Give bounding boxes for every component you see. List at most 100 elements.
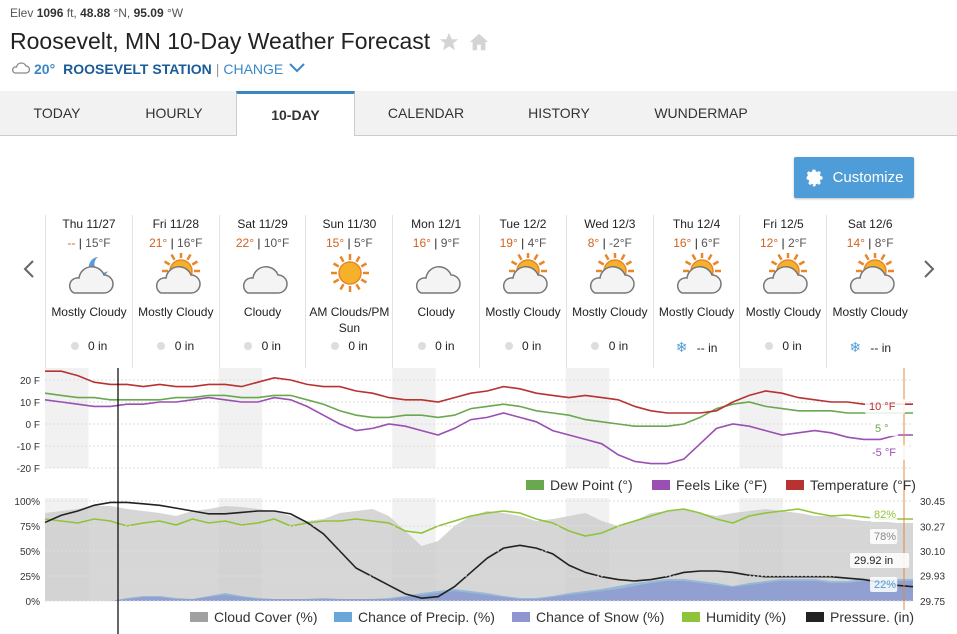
day-column[interactable]: Mon 12/1 16° | 9°F Cloudy 0 in (392, 215, 479, 368)
tab-bar: TODAY HOURLY 10-DAY CALENDAR HISTORY WUN… (0, 91, 957, 136)
precip-amount: 0 in (174, 339, 195, 353)
legend-label: Chance of Precip. (%) (358, 609, 495, 625)
day-hi-lo: 22° | 10°F (235, 236, 290, 250)
temperature-readout: 10 °F (865, 399, 905, 414)
day-precip: 0 in (133, 339, 219, 353)
legend-item[interactable]: Temperature (°F) (786, 477, 916, 493)
legend-label: Chance of Snow (%) (536, 609, 665, 625)
day-high: -- (67, 236, 76, 250)
day-condition: Mostly Cloudy (51, 305, 127, 319)
feels-like-readout: -5 °F (868, 445, 908, 460)
day-hi-lo: 14° | 8°F (846, 236, 894, 250)
legend-label: Cloud Cover (%) (214, 609, 318, 625)
chevron-down-icon[interactable] (289, 61, 305, 77)
current-temperature: 20° (34, 61, 56, 77)
latitude-value: 48.88 (80, 6, 111, 20)
temp-y-tick: 0 F (26, 420, 40, 431)
star-icon[interactable] (438, 31, 460, 53)
pressure-readout: 29.92 in (850, 553, 910, 568)
day-column[interactable]: Thu 12/4 16° | 6°F Mostly Cloudy ❄ -- in (652, 215, 740, 368)
tab-calendar[interactable]: CALENDAR (387, 105, 465, 121)
day-low: 5°F (353, 236, 373, 250)
legend-item[interactable]: Chance of Precip. (%) (334, 609, 495, 625)
legend-swatch (652, 480, 670, 490)
dew-point-line (44, 392, 913, 427)
day-date: Thu 12/4 (672, 217, 721, 231)
day-high: 8° (587, 236, 600, 250)
raindrop-icon (765, 342, 774, 350)
readout-text: 22% (874, 579, 896, 591)
day-low: 4°F (527, 236, 547, 250)
location-coordinates: Elev 1096 ft, 48.88 °N, 95.09 °W (10, 6, 183, 20)
legend-item[interactable]: Chance of Snow (%) (512, 609, 664, 625)
longitude-value: 95.09 (133, 6, 164, 20)
elev-label: Elev (10, 6, 34, 20)
change-station-link[interactable]: CHANGE (223, 61, 284, 77)
day-low: 10°F (263, 236, 290, 250)
night-band (45, 368, 89, 468)
previous-days-arrow[interactable] (22, 258, 36, 286)
tab-hourly[interactable]: HOURLY (145, 105, 203, 121)
day-column[interactable]: Fri 12/5 12° | 2°F Mostly Cloudy 0 in (739, 215, 826, 368)
dew-point-readout: 5 ° (871, 421, 899, 436)
customize-button[interactable]: Customize (794, 157, 914, 198)
precip-amount: 0 in (348, 339, 368, 353)
partly-sunny-icon (672, 252, 724, 302)
precip-amount: 0 in (608, 339, 629, 353)
tab-today[interactable]: TODAY (33, 105, 81, 121)
legend-item[interactable]: Cloud Cover (%) (190, 609, 317, 625)
tab-history[interactable]: HISTORY (528, 105, 590, 121)
day-high: 16° (412, 236, 431, 250)
readout-text: -5 °F (872, 447, 896, 459)
pressure-y-tick: 30.27 (920, 523, 945, 534)
snowflake-icon: ❄ (675, 339, 688, 355)
day-precip: 0 in (220, 339, 306, 353)
legend-item[interactable]: Feels Like (°F) (652, 477, 767, 493)
home-icon[interactable] (468, 31, 490, 53)
tab-10-day[interactable]: 10-DAY (236, 91, 355, 136)
legend-label: Humidity (%) (706, 609, 787, 625)
station-row: 20° ROOSEVELT STATION | CHANGE (10, 61, 305, 77)
readout-bg (870, 577, 898, 592)
day-precip: 0 in (393, 339, 479, 353)
readout-text: 5 ° (875, 423, 889, 435)
cloud-icon (10, 61, 31, 77)
day-column[interactable]: Sat 11/29 22° | 10°F Cloudy 0 in (218, 215, 306, 368)
precip-amount: -- in (696, 341, 718, 355)
partly-sunny-icon (498, 252, 550, 302)
readout-text: 82% (874, 509, 896, 521)
snowflake-icon: ❄ (849, 339, 862, 355)
partly-sunny-icon (585, 252, 637, 302)
precip-amount: 0 in (782, 339, 802, 353)
day-hi-lo: 8° | -2°F (587, 236, 632, 250)
precip-amount: 0 in (521, 339, 542, 353)
longitude-unit: °W (167, 6, 184, 20)
day-low: 2°F (787, 236, 807, 250)
station-name[interactable]: ROOSEVELT STATION (63, 61, 212, 77)
day-column[interactable]: Sun 11/30 15° | 5°F AM Clouds/PM Sun 0 in (305, 215, 392, 368)
day-column[interactable]: Wed 12/3 8° | -2°F Mostly Cloudy 0 in (565, 215, 653, 368)
partly-sunny-icon (151, 252, 203, 302)
misc-y-tick: 25% (20, 572, 40, 583)
day-high: 19° (499, 236, 518, 250)
feels-like-line (44, 396, 913, 465)
chevron-left-icon (23, 260, 34, 278)
raindrop-icon (504, 342, 513, 350)
day-column[interactable]: Tue 12/2 19° | 4°F Mostly Cloudy 0 in (479, 215, 566, 368)
day-hi-lo: 15° | 5°F (326, 236, 373, 250)
forecast-days: Thu 11/27 -- | 15°F Mostly Cloudy 0 in Fri … (45, 215, 913, 368)
page-title: Roosevelt, MN 10-Day Weather Forecast (10, 28, 431, 54)
day-high: 12° (760, 236, 779, 250)
day-column[interactable]: Fri 11/28 21° | 16°F Mostly Cloudy 0 in (131, 215, 219, 368)
precip-amount: 0 in (87, 339, 108, 353)
day-condition: Mostly Cloudy (138, 305, 214, 319)
day-column[interactable]: Thu 11/27 -- | 15°F Mostly Cloudy 0 in (45, 215, 132, 368)
tab-wundermap[interactable]: WUNDERMAP (654, 105, 748, 121)
legend-item[interactable]: Pressure. (in) (806, 609, 914, 625)
legend-item[interactable]: Dew Point (°) (526, 477, 633, 493)
next-days-arrow[interactable] (922, 258, 936, 286)
precip-amount: -- in (870, 341, 892, 355)
day-column[interactable]: Sat 12/6 14° | 8°F Mostly Cloudy ❄ -- in (826, 215, 913, 368)
legend-item[interactable]: Humidity (%) (682, 609, 786, 625)
day-low: 9°F (440, 236, 460, 250)
